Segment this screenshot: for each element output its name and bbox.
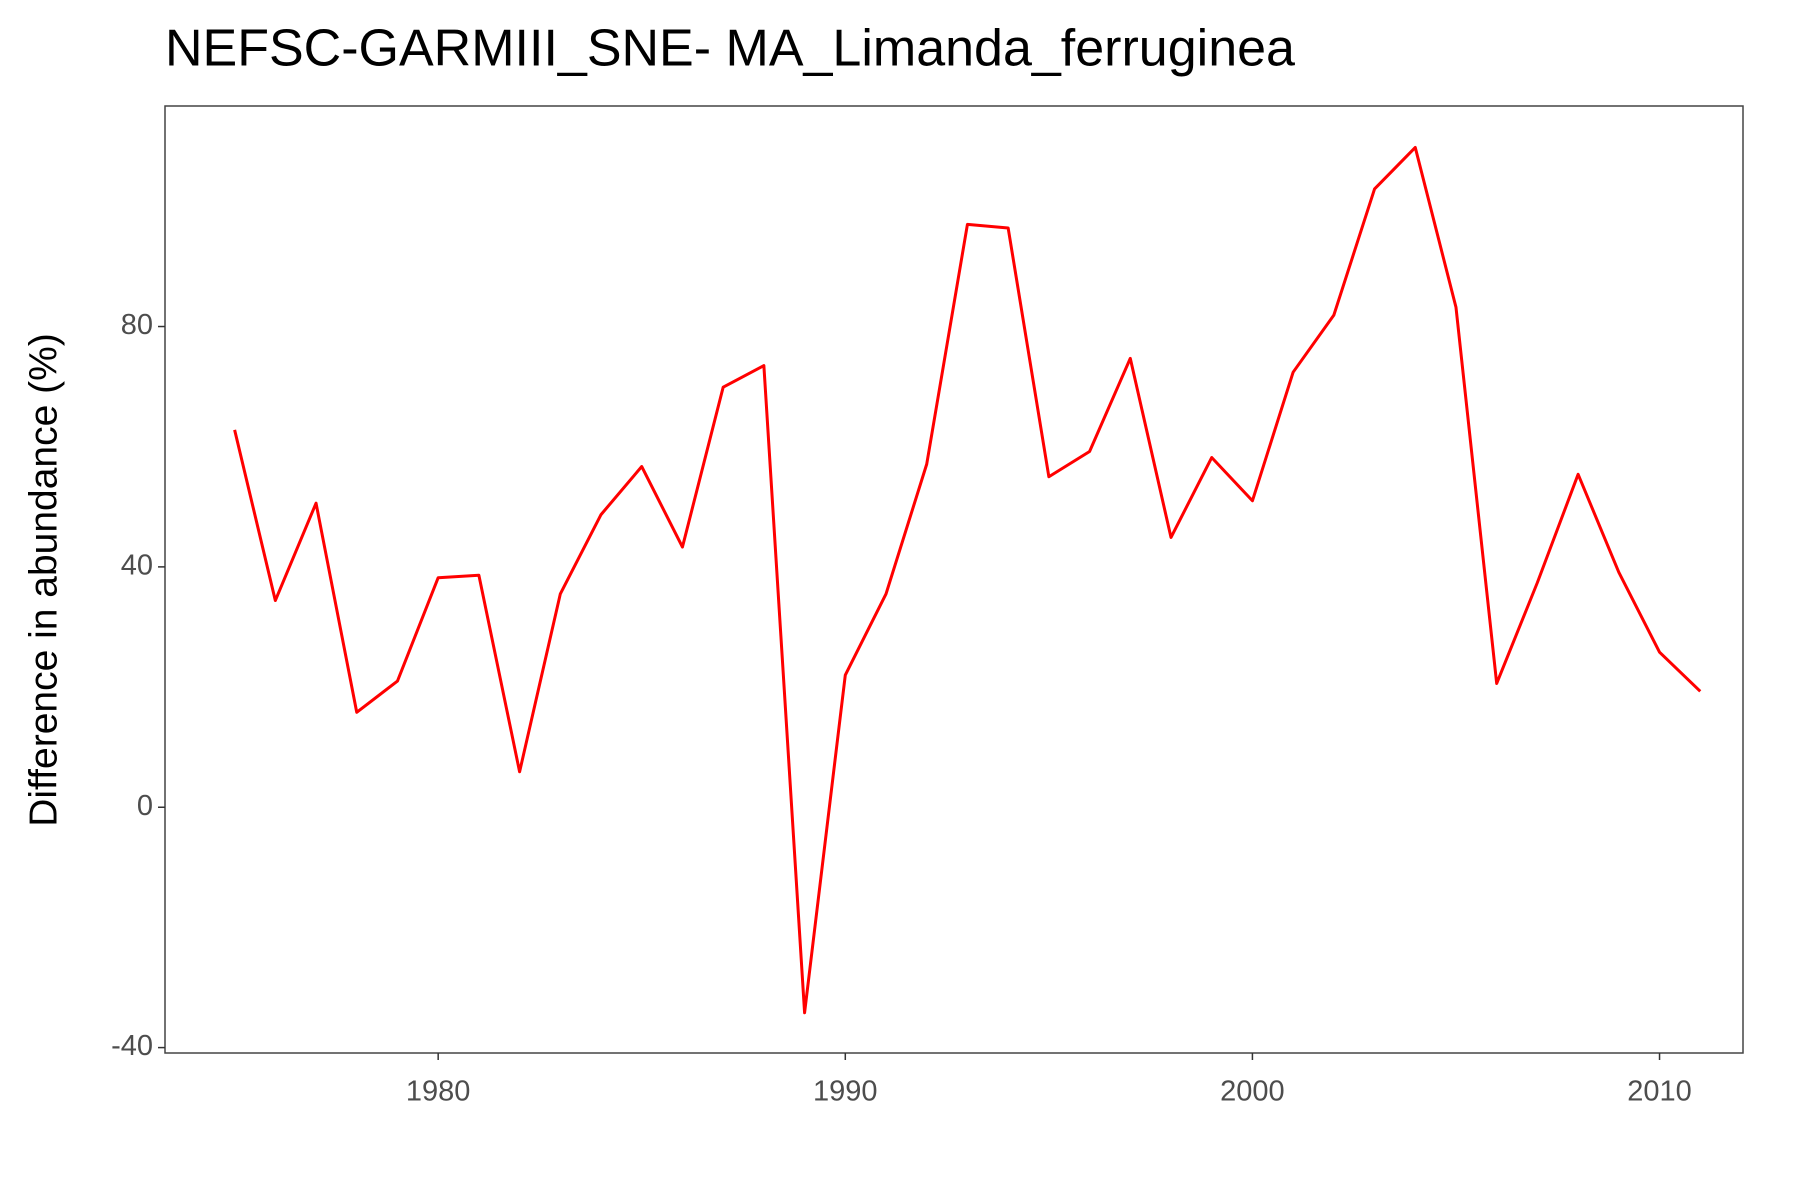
y-axis-label: Difference in abundance (%) xyxy=(22,333,65,827)
y-tick-label: -40 xyxy=(111,1030,153,1062)
chart-title: NEFSC-GARMIII_SNE- MA_Limanda_ferruginea xyxy=(165,20,1295,78)
x-tick-label: 1980 xyxy=(406,1076,471,1108)
y-tick-label: 80 xyxy=(121,309,153,341)
x-tick-label: 2010 xyxy=(1627,1076,1692,1108)
y-tick-label: 40 xyxy=(121,550,153,582)
panel-border xyxy=(164,105,1744,1054)
data-line xyxy=(233,145,1702,1015)
x-tick-label: 2000 xyxy=(1220,1076,1285,1108)
x-tick-label: 1990 xyxy=(813,1076,878,1108)
y-tick-label: 0 xyxy=(137,790,153,822)
